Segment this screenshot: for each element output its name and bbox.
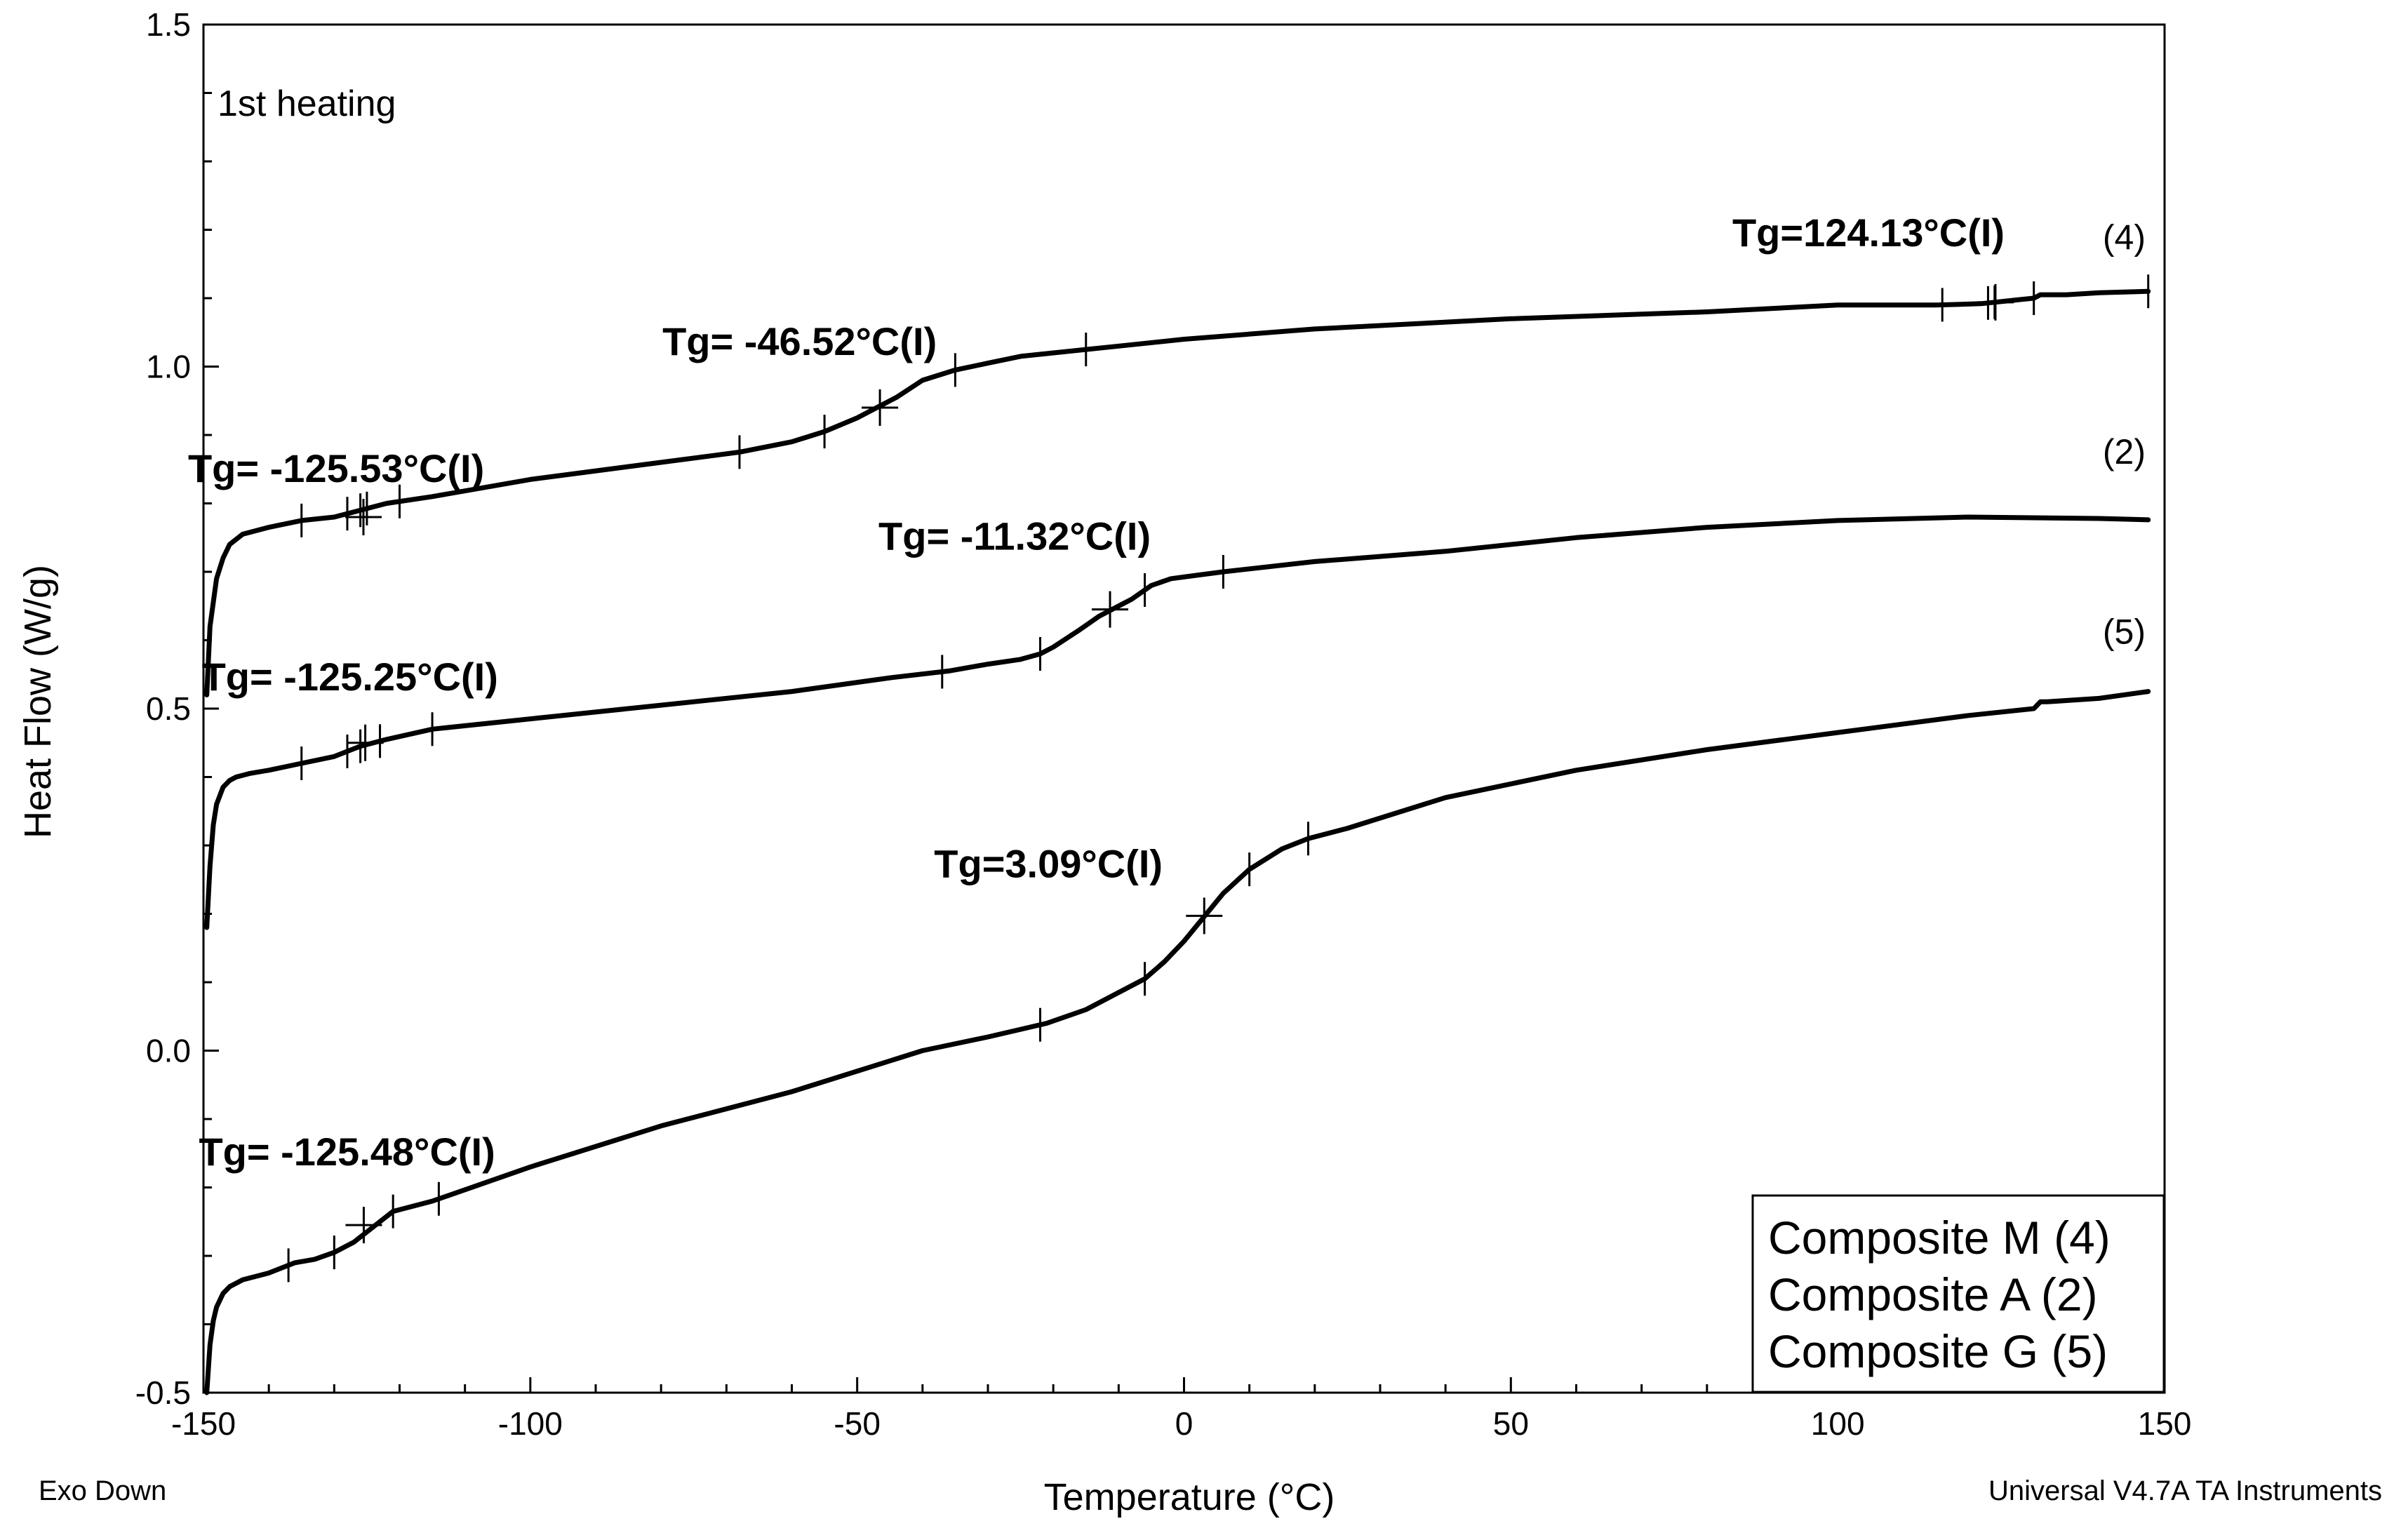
curve-id-labels: (4) (2) (5) bbox=[2103, 217, 2146, 651]
footer-exo-down: Exo Down bbox=[39, 1475, 166, 1506]
y-tick-label: 1.5 bbox=[146, 6, 191, 43]
curve-id-label: (5) bbox=[2103, 612, 2146, 652]
tg-annotation: Tg= -46.52°C(I) bbox=[662, 319, 937, 363]
tg-annotation: Tg=3.09°C(I) bbox=[934, 841, 1163, 885]
tg-annotation: Tg= -125.53°C(I) bbox=[188, 446, 484, 490]
footer-instrument: Universal V4.7A TA Instruments bbox=[1988, 1475, 2382, 1506]
legend-entry-composite-a: Composite A (2) bbox=[1768, 1268, 2098, 1320]
y-tick-label: 1.0 bbox=[146, 349, 191, 385]
legend-box bbox=[1751, 1194, 2165, 1393]
panel-label: 1st heating bbox=[218, 83, 396, 124]
tg-analysis-markers bbox=[287, 274, 2150, 1283]
series-line-composite-m bbox=[204, 288, 2151, 697]
legend: Composite M (4) Composite A (2) Composit… bbox=[1751, 1194, 2165, 1393]
y-tick-label: 0.0 bbox=[146, 1033, 191, 1069]
x-tick-label: 50 bbox=[1493, 1405, 1529, 1442]
x-tick-label: 0 bbox=[1175, 1405, 1193, 1442]
series-line-composite-a bbox=[204, 514, 2151, 930]
x-tick-label: 100 bbox=[1811, 1405, 1865, 1442]
series-line-composite-g bbox=[204, 689, 2151, 1395]
x-tick-label: -100 bbox=[498, 1405, 563, 1442]
tg-annotation: Tg= -125.25°C(I) bbox=[202, 655, 498, 699]
x-tick-label: 150 bbox=[2138, 1405, 2192, 1442]
x-axis-title: Temperature (°C) bbox=[1044, 1476, 1335, 1518]
legend-entry-composite-m: Composite M (4) bbox=[1768, 1212, 2111, 1264]
axis-ticks bbox=[202, 23, 2166, 1394]
tg-annotation: Tg=124.13°C(I) bbox=[1732, 210, 2005, 255]
tg-annotation: Tg= -125.48°C(I) bbox=[199, 1130, 495, 1174]
x-tick-labels: -150 -100 -50 0 50 100 150 bbox=[171, 1405, 2191, 1442]
y-tick-label: 0.5 bbox=[146, 690, 191, 727]
curve-id-label: (2) bbox=[2103, 432, 2146, 471]
x-tick-label: -150 bbox=[171, 1405, 236, 1442]
x-tick-label: -50 bbox=[834, 1405, 880, 1442]
y-tick-labels: -0.5 0.0 0.5 1.0 1.5 bbox=[135, 6, 191, 1411]
tg-annotations: Tg= -125.53°C(I) Tg= -46.52°C(I) Tg=124.13… bbox=[188, 210, 2005, 1174]
curve-id-label: (4) bbox=[2103, 217, 2146, 257]
y-axis-title: Heat Flow (W/g) bbox=[17, 565, 59, 838]
legend-entry-composite-g: Composite G (5) bbox=[1768, 1325, 2108, 1377]
tg-annotation: Tg= -11.32°C(I) bbox=[878, 514, 1151, 558]
y-tick-label: -0.5 bbox=[135, 1374, 191, 1411]
